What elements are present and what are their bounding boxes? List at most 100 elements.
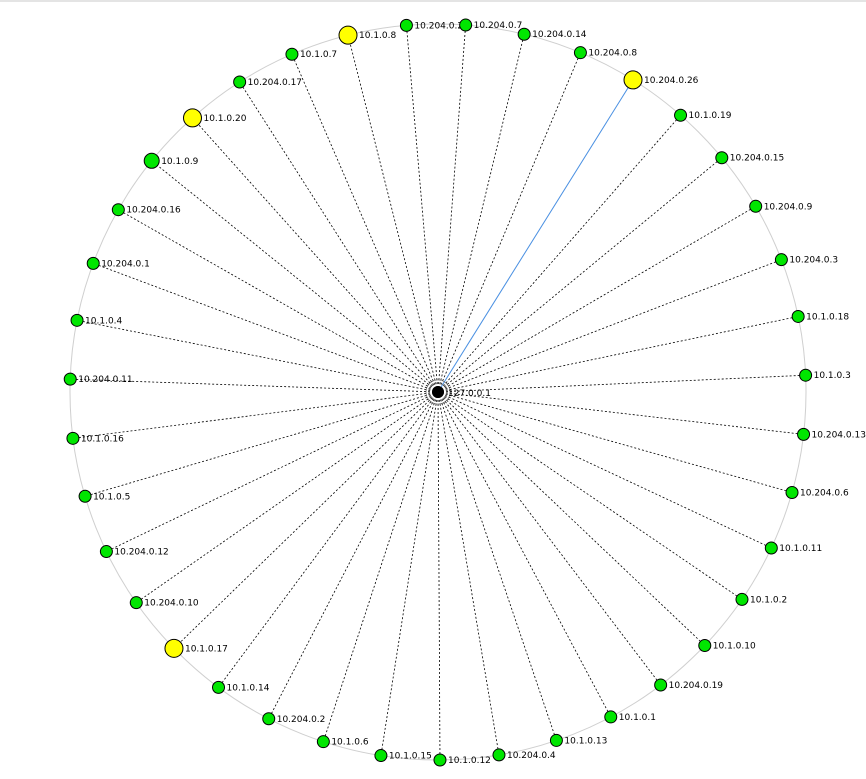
edge-10-1-0-2 [437,391,743,600]
node-label-10-204-0-8: 10.204.0.8 [588,49,637,59]
edge-10-204-0-11 [70,378,439,393]
node-10-1-0-12[interactable] [433,753,447,767]
node-label-10-1-0-13: 10.1.0.13 [564,736,607,746]
center-node-group[interactable]: 127.0.0.1 [425,379,491,405]
node-10-1-0-20[interactable] [182,108,202,128]
node-label-10-1-0-4: 10.1.0.4 [85,316,122,326]
node-label-10-1-0-8: 10.1.0.8 [359,31,396,41]
node-label-10-1-0-15: 10.1.0.15 [389,752,432,762]
edge-10-1-0-1 [437,391,612,718]
center-node[interactable] [432,386,444,398]
edge-10-204-0-20 [406,25,439,393]
edge-layer [70,25,806,760]
node-10-204-0-14[interactable] [517,27,531,41]
node-10-1-0-11[interactable] [764,541,778,555]
edge-10-1-0-13 [437,391,557,741]
node-label-10-1-0-6: 10.1.0.6 [331,738,368,748]
node-label-10-1-0-9: 10.1.0.9 [161,157,198,167]
node-10-204-0-2[interactable] [262,712,276,726]
node-10-204-0-7[interactable] [459,18,473,32]
edge-10-1-0-12 [437,391,441,760]
edge-10-204-0-6 [437,391,793,493]
node-10-1-0-19[interactable] [674,108,688,122]
node-10-204-0-26[interactable] [623,70,643,90]
node-label-10-1-0-18: 10.1.0.18 [806,312,849,322]
node-label-10-1-0-20: 10.1.0.20 [203,114,246,124]
node-10-204-0-17[interactable] [233,75,247,89]
node-10-1-0-16[interactable] [66,431,80,445]
node-label-10-1-0-16: 10.1.0.16 [81,434,124,444]
node-10-1-0-7[interactable] [285,47,299,61]
node-10-204-0-12[interactable] [99,545,113,559]
edge-10-204-0-26 [437,79,634,393]
node-10-204-0-13[interactable] [797,427,811,441]
edge-10-1-0-3 [437,374,806,393]
node-10-1-0-17[interactable] [164,638,184,658]
node-10-1-0-10[interactable] [698,638,712,652]
node-label-10-1-0-5: 10.1.0.5 [93,492,130,502]
node-10-204-0-15[interactable] [715,151,729,165]
node-10-1-0-13[interactable] [549,733,563,747]
node-10-204-0-3[interactable] [774,253,788,267]
node-10-204-0-10[interactable] [129,596,143,610]
node-label-10-204-0-15: 10.204.0.15 [730,154,784,164]
edge-10-1-0-8 [347,35,439,393]
node-10-204-0-8[interactable] [573,46,587,60]
node-10-1-0-14[interactable] [212,680,226,694]
node-10-1-0-1[interactable] [604,710,618,724]
edge-10-204-0-10 [136,391,439,603]
node-10-1-0-5[interactable] [78,489,92,503]
node-label-10-204-0-3: 10.204.0.3 [789,256,838,266]
node-label-10-1-0-14: 10.1.0.14 [227,683,270,693]
node-10-1-0-4[interactable] [70,313,84,327]
edge-10-204-0-15 [437,157,723,393]
edge-10-204-0-16 [118,209,439,393]
edge-10-1-0-20 [192,117,439,393]
node-10-1-0-15[interactable] [374,749,388,763]
node-10-204-0-20[interactable] [399,18,413,32]
edge-10-204-0-1 [93,262,439,393]
edge-10-1-0-6 [322,391,439,742]
edge-10-1-0-14 [218,391,439,688]
edge-10-204-0-8 [437,52,581,393]
edge-10-204-0-14 [437,34,525,393]
node-10-204-0-4[interactable] [492,748,506,762]
node-10-1-0-3[interactable] [799,368,813,382]
node-label-10-204-0-13: 10.204.0.13 [812,430,866,440]
edge-10-1-0-18 [437,316,799,393]
node-label-10-204-0-26: 10.204.0.26 [644,76,699,86]
node-label-10-1-0-11: 10.1.0.11 [779,544,822,554]
edge-10-204-0-13 [437,391,804,435]
edge-10-204-0-3 [437,259,782,393]
node-layer: 10.204.0.26 10.1.0.19 10.204.0.15 10.204.0.… [63,18,866,767]
node-10-204-0-16[interactable] [111,203,125,217]
node-10-204-0-6[interactable] [785,485,799,499]
node-label-10-204-0-10: 10.204.0.10 [144,599,199,609]
edge-10-204-0-12 [106,391,439,552]
node-10-204-0-19[interactable] [654,678,668,692]
node-label-10-204-0-1: 10.204.0.1 [101,259,150,269]
node-10-204-0-1[interactable] [86,256,100,270]
edge-10-204-0-4 [437,391,500,755]
node-label-10-204-0-6: 10.204.0.6 [800,488,849,498]
edge-10-204-0-7 [437,25,467,393]
node-label-10-204-0-12: 10.204.0.12 [114,548,168,558]
node-label-10-204-0-11: 10.204.0.11 [78,375,132,385]
node-10-204-0-9[interactable] [749,199,763,213]
node-10-204-0-11[interactable] [63,372,77,386]
node-label-10-204-0-4: 10.204.0.4 [507,751,556,761]
edge-10-1-0-19 [437,114,681,393]
node-label-10-1-0-2: 10.1.0.2 [750,595,787,605]
node-10-1-0-8[interactable] [338,25,358,45]
node-10-1-0-18[interactable] [791,309,805,323]
node-label-10-1-0-10: 10.1.0.10 [713,641,756,651]
node-label-10-204-0-14: 10.204.0.14 [532,30,587,40]
node-10-1-0-6[interactable] [316,735,330,749]
edge-10-204-0-9 [437,205,756,393]
node-10-1-0-2[interactable] [735,592,749,606]
node-label-10-1-0-7: 10.1.0.7 [300,50,337,60]
node-label-10-204-0-9: 10.204.0.9 [764,202,813,212]
node-10-1-0-9[interactable] [143,152,160,169]
center-node-label: 127.0.0.1 [448,389,491,399]
